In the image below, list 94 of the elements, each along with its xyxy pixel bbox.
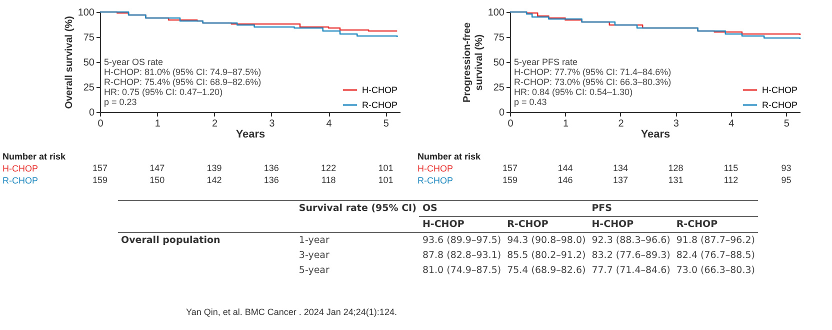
text: 159 [92, 175, 108, 185]
text: R-CHOP [418, 176, 453, 186]
text: 77.7 (71.4–84.6) [590, 264, 672, 278]
y-tick-label: 25 [493, 82, 505, 94]
annotation: R-CHOP: 73.0% (95% CI: 66.3–80.3%) [514, 77, 672, 87]
annotation: H-CHOP: 77.7% (95% CI: 71.4–84.6%) [514, 67, 672, 77]
text: H-CHOP [588, 216, 674, 232]
text: R-CHOP [504, 216, 589, 232]
text: PFS [588, 200, 758, 216]
legend-label: R-CHOP [362, 100, 398, 110]
y-tick-label: 75 [83, 32, 95, 44]
y-axis-title: Overall survival (%) [64, 16, 75, 109]
x-axis-title: Years [236, 128, 266, 140]
x-tick-label: 4 [326, 118, 332, 130]
x-tick-label: 2 [618, 118, 624, 130]
y-tick-label: 0 [498, 108, 505, 118]
text: 142 [206, 175, 222, 185]
text: 93.6 (89.9–97.5) [421, 234, 502, 248]
text: 1-year [298, 234, 330, 248]
x-tick-label: 5 [383, 118, 390, 130]
legend-label: H-CHOP [362, 85, 398, 95]
x-tick-label: 3 [673, 118, 680, 130]
x-tick-label: 0 [508, 118, 514, 130]
annotation: p = 0.43 [514, 97, 547, 107]
text: R-CHOP [2, 176, 38, 186]
text: 95 [781, 175, 792, 185]
text: Number at risk [418, 152, 482, 162]
text: 94.3 (90.8–98.0) [506, 234, 587, 248]
text: 146 [558, 175, 573, 185]
text: 3-year [298, 249, 330, 263]
text: 147 [150, 163, 165, 173]
legend-label: H-CHOP [762, 85, 798, 95]
text: 144 [558, 163, 573, 173]
text: Overall population [120, 234, 222, 248]
annotation: 5-year OS rate [104, 57, 164, 67]
x-tick-label: 1 [154, 118, 161, 130]
text: 118 [321, 175, 336, 185]
text: 101 [378, 163, 394, 173]
annotation: 5-year PFS rate [514, 57, 578, 67]
text: 137 [612, 175, 628, 185]
y-tick-label: 75 [493, 32, 505, 44]
text: 139 [206, 163, 222, 173]
text: H-CHOP [419, 216, 504, 232]
x-tick-label: 1 [562, 118, 569, 130]
text: Yan Qin, et al. BMC Cancer . 2024 Jan 24;24(1):124. [186, 307, 397, 317]
text: Number at risk [2, 152, 67, 162]
text: H-CHOP [2, 164, 38, 174]
text: 122 [321, 163, 336, 173]
y-tick-label: 50 [493, 58, 505, 68]
text: 92.3 (88.3–96.6) [590, 234, 672, 248]
y-tick-label: 0 [88, 108, 95, 118]
x-tick-label: 5 [784, 118, 790, 130]
text: 5-year [298, 264, 330, 278]
text: 83.2 (77.6–89.3) [590, 249, 672, 263]
text: 157 [92, 163, 108, 173]
text: 159 [502, 175, 518, 185]
text: 157 [502, 163, 518, 173]
text: 128 [668, 163, 684, 173]
x-tick-label: 2 [212, 118, 218, 130]
annotation: H-CHOP: 81.0% (95% CI: 74.9–87.5%) [104, 67, 262, 77]
text: 93 [781, 163, 792, 173]
annotation: HR: 0.75 (95% CI: 0.47–1.20) [104, 87, 223, 97]
text: 87.8 (82.8–93.1) [421, 249, 502, 263]
y-axis-title: Progression-free survival (%) [462, 22, 485, 103]
text: 85.5 (80.2–91.2) [506, 249, 587, 263]
text: 115 [724, 163, 738, 173]
x-axis-title: Years [640, 128, 670, 140]
y-tick-label: 25 [83, 82, 95, 94]
x-tick-label: 4 [728, 118, 735, 130]
text: 81.0 (74.9–87.5) [421, 264, 502, 278]
text: 75.4 (68.9–82.6) [506, 264, 587, 278]
text: 82.4 (76.7–88.5) [675, 249, 756, 263]
text: 134 [612, 163, 628, 173]
annotation: HR: 0.84 (95% CI: 0.54–1.30) [514, 87, 633, 97]
annotation: R-CHOP: 75.4% (95% CI: 68.9–82.6%) [104, 77, 262, 87]
text: 136 [264, 175, 279, 185]
legend-label: R-CHOP [762, 100, 798, 110]
y-tick-label: 100 [488, 8, 505, 18]
text: 131 [668, 175, 684, 185]
y-tick-label: 100 [78, 8, 95, 18]
text: 91.8 (87.7–96.2) [675, 234, 756, 248]
text: R-CHOP [673, 216, 758, 232]
annotation: p = 0.23 [104, 97, 137, 107]
text: 101 [378, 175, 394, 185]
x-tick-label: 0 [98, 118, 104, 130]
text: 150 [150, 175, 165, 185]
x-tick-label: 3 [269, 118, 276, 130]
text: 73.0 (66.3–80.3) [675, 264, 756, 278]
text: 112 [724, 175, 738, 185]
text: 136 [264, 163, 279, 173]
text: OS [419, 200, 589, 216]
text: H-CHOP [418, 164, 453, 174]
text: Survival rate (95% CI) [296, 200, 420, 216]
y-tick-label: 50 [83, 58, 95, 68]
